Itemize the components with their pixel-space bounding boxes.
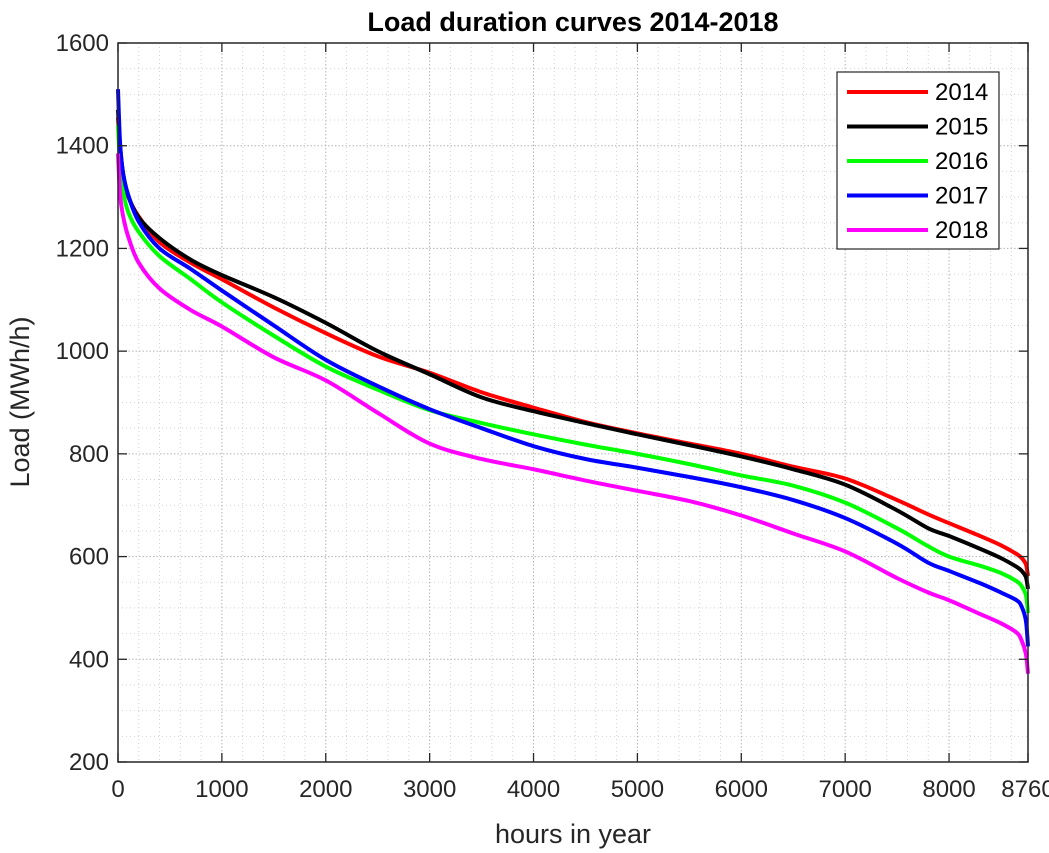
y-tick-label: 1600 (56, 30, 109, 57)
plot-frame (117, 42, 1029, 763)
y-axis-title: Load (MWh/h) (5, 316, 35, 487)
y-tick-label: 200 (69, 749, 109, 776)
x-tick-label: 7000 (818, 776, 871, 803)
x-tick-label: 8760 (1001, 776, 1049, 803)
x-tick-label: 6000 (715, 776, 768, 803)
y-tick-label: 800 (69, 441, 109, 468)
chart-title: Load duration curves 2014-2018 (367, 7, 778, 37)
series-lines (116, 89, 1030, 674)
series-line-2018 (116, 153, 1030, 674)
series-line-2016 (116, 125, 1030, 614)
legend-label-2017: 2017 (935, 183, 988, 210)
legend-label-2014: 2014 (935, 79, 988, 106)
x-tick-label: 2000 (299, 776, 352, 803)
x-tick-label: 3000 (403, 776, 456, 803)
y-tick-labels: 200 400 600 800 1000 1200 1400 1600 (56, 30, 109, 776)
x-tick-label: 5000 (611, 776, 664, 803)
series-line-2017 (116, 89, 1030, 647)
x-tick-label: 8000 (922, 776, 975, 803)
legend: 2014 2015 2016 2017 2018 (836, 71, 1000, 250)
x-tick-labels: 0 1000 2000 3000 4000 5000 6000 7000 8000 8760 (111, 776, 1049, 803)
y-tick-label: 600 (69, 544, 109, 571)
legend-items: 2014 2015 2016 2017 2018 (847, 79, 988, 244)
legend-label-2016: 2016 (935, 148, 988, 175)
y-tick-label: 1200 (56, 235, 109, 262)
y-tick-label: 1000 (56, 338, 109, 365)
y-tick-label: 400 (69, 646, 109, 673)
series-line-2015 (116, 109, 1030, 590)
legend-label-2015: 2015 (935, 114, 988, 141)
x-axis-title: hours in year (495, 819, 651, 849)
y-tick-label: 1400 (56, 133, 109, 160)
x-tick-label: 4000 (507, 776, 560, 803)
x-tick-label: 1000 (195, 776, 248, 803)
legend-label-2018: 2018 (935, 217, 988, 244)
x-tick-label: 0 (111, 776, 124, 803)
axis-ticks (117, 42, 1029, 763)
